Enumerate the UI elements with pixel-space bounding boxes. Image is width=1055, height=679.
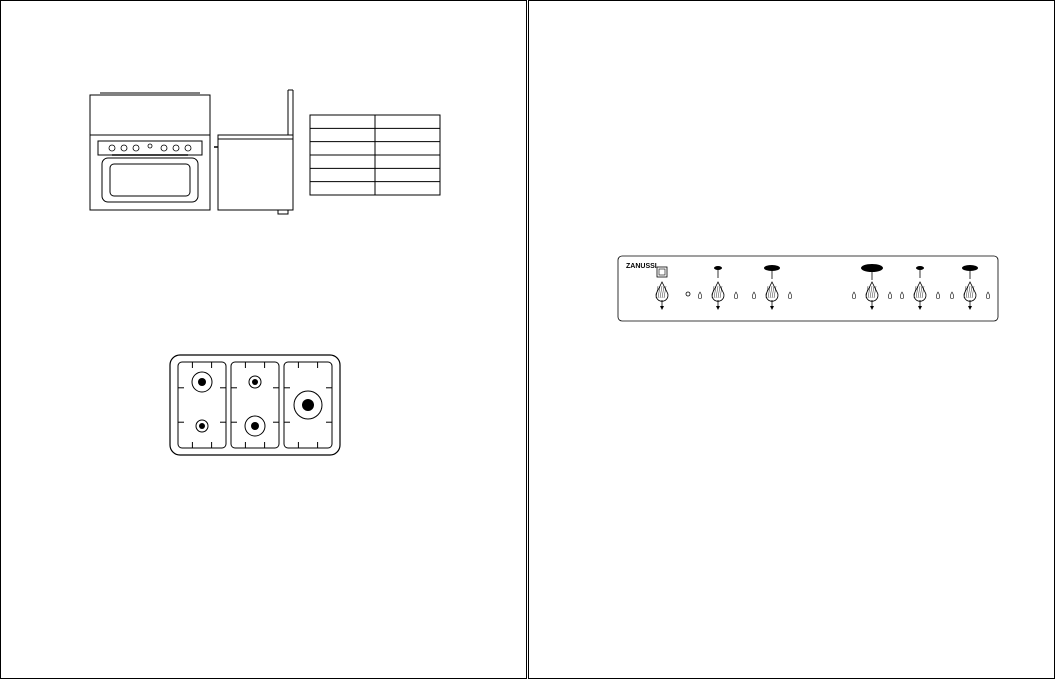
brand-label: ZANUSSI xyxy=(626,263,657,270)
control-panel-diagram: ZANUSSI xyxy=(0,0,1055,679)
